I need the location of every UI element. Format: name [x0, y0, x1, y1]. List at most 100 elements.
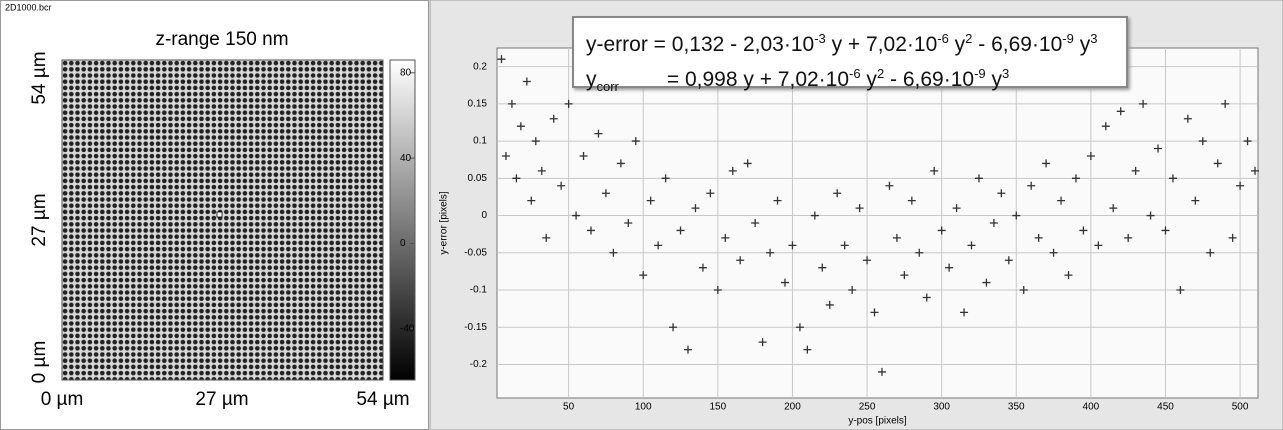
point — [773, 196, 782, 205]
point — [922, 293, 931, 302]
point — [527, 196, 536, 205]
point — [1071, 174, 1080, 183]
point — [1109, 204, 1118, 213]
formula-text: y-error = 0,132 - 2,03·10 — [586, 33, 815, 56]
point — [1198, 137, 1207, 146]
point — [557, 181, 566, 190]
point — [960, 308, 969, 317]
point — [1116, 107, 1125, 116]
point — [1042, 159, 1051, 168]
point — [549, 114, 558, 123]
x-tick-label: 200 — [784, 402, 801, 413]
formula-line: y-error = 0,132 - 2,03·10-3 y + 7,02·10-… — [586, 24, 1126, 59]
point — [758, 338, 767, 347]
point — [572, 211, 581, 220]
point — [967, 241, 976, 250]
point — [1191, 196, 1200, 205]
point — [1228, 233, 1237, 242]
formula-exp: 2 — [965, 31, 973, 46]
y-tick-label: -0.15 — [464, 322, 487, 333]
point — [1146, 211, 1155, 220]
y-tick-label: 0 — [481, 210, 487, 221]
x-tick-label: 0 µm — [41, 389, 84, 410]
point — [766, 248, 775, 257]
x-tick-label: 400 — [1083, 402, 1100, 413]
point — [639, 271, 648, 280]
point — [1064, 271, 1073, 280]
formula-text: - 6,69·10 — [884, 68, 975, 91]
point — [1236, 181, 1245, 190]
point — [930, 166, 939, 175]
point — [840, 241, 849, 250]
y-tick-label: 0.15 — [468, 98, 488, 109]
colorbar-tick-label: 0 — [400, 238, 406, 249]
y-tick-label: 27 µm — [29, 193, 50, 246]
point — [855, 204, 864, 213]
point — [818, 263, 827, 272]
point — [907, 196, 916, 205]
marker — [216, 211, 223, 218]
point — [1034, 233, 1043, 242]
point — [631, 137, 640, 146]
point — [616, 159, 625, 168]
point — [937, 226, 946, 235]
point — [1183, 114, 1192, 123]
point — [728, 166, 737, 175]
point — [669, 323, 678, 332]
y-tick-label: 0.05 — [468, 173, 488, 184]
x-tick-label: 100 — [635, 402, 652, 413]
point — [531, 137, 540, 146]
point — [997, 189, 1006, 198]
point — [624, 219, 633, 227]
plot-area — [496, 47, 1259, 399]
point — [564, 99, 573, 108]
point — [512, 174, 521, 183]
point — [810, 211, 819, 220]
point — [751, 219, 760, 227]
formula-text: - 6,69·10 — [972, 33, 1063, 56]
point — [601, 189, 610, 198]
point — [579, 151, 588, 160]
point — [1124, 233, 1133, 242]
point — [803, 345, 812, 354]
y-tick-label: -0.05 — [464, 247, 487, 258]
formula-text: y — [985, 68, 1002, 91]
formula-exp: -9 — [1062, 31, 1074, 46]
x-tick-label: 54 µm — [356, 389, 409, 410]
formula-exp: -6 — [849, 66, 861, 81]
y-tick-label: 54 µm — [29, 51, 50, 104]
point — [587, 226, 596, 235]
point — [1094, 241, 1103, 250]
point — [1139, 99, 1148, 108]
formula-text: y + 7,02·10 — [825, 33, 938, 56]
colorbar — [389, 59, 416, 381]
point — [1131, 166, 1140, 175]
formula-text: = 0,998 y + 7,02·10 — [666, 68, 850, 91]
point — [1221, 99, 1230, 108]
afm-image — [61, 59, 384, 381]
point — [743, 159, 752, 168]
colorbar-tick-label: -40 — [400, 323, 415, 334]
point — [721, 233, 730, 242]
point — [501, 151, 510, 160]
colorbar-tick-label: 80 — [400, 67, 412, 78]
point — [833, 189, 842, 198]
point — [497, 55, 506, 64]
point — [516, 122, 525, 131]
x-tick-label: 500 — [1232, 402, 1249, 413]
point — [1213, 159, 1222, 168]
point — [1012, 211, 1021, 220]
point — [1206, 248, 1215, 257]
image-title: z-range 150 nm — [155, 29, 288, 50]
point — [1161, 226, 1170, 235]
point — [1057, 196, 1066, 205]
point — [788, 241, 797, 250]
point — [974, 174, 983, 183]
point — [609, 248, 618, 257]
point — [537, 166, 546, 175]
point — [1154, 144, 1163, 153]
point — [676, 226, 685, 235]
point — [1079, 226, 1088, 235]
x-tick-label: 27 µm — [195, 389, 248, 410]
x-tick-label: 450 — [1157, 402, 1174, 413]
